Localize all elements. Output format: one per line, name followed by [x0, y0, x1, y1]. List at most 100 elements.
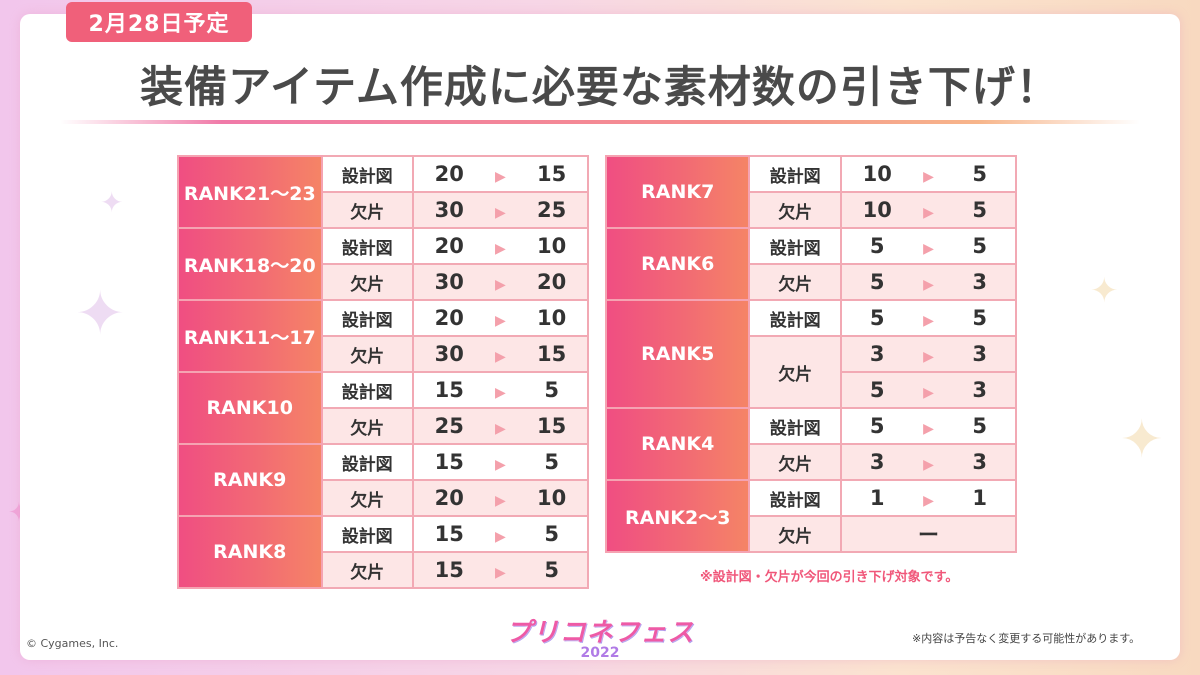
arrow-right-icon: ▶ [923, 205, 934, 221]
table-row: 欠片 20 ▶ 10 [178, 479, 589, 517]
value-before: 20 [411, 227, 485, 265]
value-before: 10 [839, 155, 913, 193]
value-none: ー [839, 515, 1018, 553]
material-label: 設計図 [320, 299, 414, 337]
table-row: RANK6 設計図 5 ▶ 5 [604, 227, 1017, 301]
left-rank-table: RANK21～23 設計図 20 ▶ 15 欠片 30 ▶ 25 RANK18～20 設計図 20 ▶ 1… [177, 155, 589, 589]
value-before: 25 [411, 407, 485, 445]
value-after: 10 [516, 479, 589, 517]
value-before: 20 [411, 299, 485, 337]
rank-label: RANK8 [177, 515, 323, 589]
value-before: 5 [839, 263, 913, 301]
value-before: 20 [411, 155, 485, 193]
arrow-right-icon: ▶ [495, 529, 506, 545]
table-row: RANK18～20 設計図 20 ▶ 10 [177, 227, 589, 301]
value-before: 5 [839, 227, 913, 265]
arrow-cell: ▶ [912, 371, 945, 409]
table-row: 欠片 30 ▶ 15 [178, 335, 589, 373]
arrow-cell: ▶ [484, 515, 517, 553]
arrow-cell: ▶ [484, 479, 517, 517]
table-row: 欠片 10 ▶ 5 [606, 191, 1017, 229]
arrow-right-icon: ▶ [923, 169, 934, 185]
material-label: 欠片 [320, 407, 414, 445]
material-label: 欠片 [748, 443, 842, 481]
value-after: 5 [516, 515, 589, 553]
right-rank-table: RANK7 設計図 10 ▶ 5 欠片 10 ▶ 5 RANK6 設計図 5 ▶ 5 欠片 5 ▶ 3 RANK5 設… [604, 155, 1018, 553]
arrow-cell: ▶ [912, 479, 945, 517]
table-row: 欠片 25 ▶ 15 [178, 407, 589, 445]
table-row: RANK10 設計図 15 ▶ 5 [177, 371, 589, 445]
arrow-cell: ▶ [912, 155, 945, 193]
arrow-right-icon: ▶ [495, 385, 506, 401]
arrow-cell: ▶ [484, 299, 517, 337]
value-after: 5 [944, 299, 1017, 337]
sparkle-icon: ✦ [1120, 410, 1164, 470]
rank-label: RANK21～23 [177, 155, 323, 229]
material-label: 設計図 [320, 155, 414, 193]
value-before: 5 [839, 299, 913, 337]
title-underline [60, 120, 1140, 124]
arrow-cell: ▶ [912, 443, 945, 481]
material-label: 欠片 [748, 335, 842, 409]
arrow-cell: ▶ [484, 191, 517, 229]
arrow-right-icon: ▶ [495, 205, 506, 221]
table-row: 欠片 3 ▶ 3 [606, 335, 1017, 409]
rank-label: RANK7 [604, 155, 751, 229]
logo-title: プリコネフェス [505, 618, 695, 648]
material-label: 欠片 [320, 335, 414, 373]
material-label: 設計図 [320, 515, 414, 553]
arrow-cell: ▶ [912, 263, 945, 301]
material-label: 設計図 [748, 155, 842, 193]
table-row: 欠片 15 ▶ 5 [178, 551, 589, 589]
rank-label: RANK11～17 [177, 299, 323, 373]
value-after: 5 [944, 155, 1017, 193]
value-after: 5 [944, 191, 1017, 229]
table-row: RANK9 設計図 15 ▶ 5 [177, 443, 589, 517]
value-after: 15 [516, 155, 589, 193]
value-before: 5 [839, 371, 913, 409]
rank-label: RANK9 [177, 443, 323, 517]
value-after: 3 [944, 443, 1017, 481]
value-before: 1 [839, 479, 913, 517]
value-before: 30 [411, 335, 485, 373]
table-row: RANK21～23 設計図 20 ▶ 15 [177, 155, 589, 229]
target-note: ※設計図・欠片が今回の引き下げ対象です。 [700, 570, 959, 585]
value-before: 15 [411, 515, 485, 553]
arrow-cell: ▶ [912, 335, 945, 373]
value-after: 10 [516, 299, 589, 337]
material-label: 設計図 [748, 479, 842, 517]
arrow-right-icon: ▶ [495, 169, 506, 185]
arrow-cell: ▶ [912, 407, 945, 445]
value-before: 15 [411, 443, 485, 481]
value-after: 5 [516, 371, 589, 409]
material-label: 設計図 [320, 227, 414, 265]
arrow-cell: ▶ [484, 551, 517, 589]
arrow-right-icon: ▶ [495, 565, 506, 581]
material-label: 欠片 [748, 263, 842, 301]
material-label: 欠片 [748, 515, 842, 553]
arrow-cell: ▶ [484, 155, 517, 193]
rank-label: RANK18～20 [177, 227, 323, 301]
material-label: 設計図 [320, 443, 414, 481]
value-after: 5 [516, 443, 589, 481]
arrow-cell: ▶ [912, 191, 945, 229]
value-after: 3 [944, 371, 1017, 409]
rank-label: RANK6 [604, 227, 751, 301]
date-badge: 2月28日予定 [66, 2, 252, 42]
copyright: © Cygames, Inc. [26, 637, 119, 650]
value-before: 15 [411, 551, 485, 589]
table-row: 欠片 5 ▶ 3 [606, 263, 1017, 301]
arrow-cell: ▶ [484, 263, 517, 301]
arrow-right-icon: ▶ [923, 277, 934, 293]
material-label: 欠片 [320, 191, 414, 229]
arrow-right-icon: ▶ [923, 241, 934, 257]
arrow-right-icon: ▶ [923, 385, 934, 401]
arrow-right-icon: ▶ [923, 493, 934, 509]
arrow-cell: ▶ [484, 227, 517, 265]
value-before: 10 [839, 191, 913, 229]
table-row: 欠片 30 ▶ 25 [178, 191, 589, 229]
arrow-right-icon: ▶ [495, 349, 506, 365]
arrow-right-icon: ▶ [923, 349, 934, 365]
value-before: 20 [411, 479, 485, 517]
arrow-cell: ▶ [912, 299, 945, 337]
